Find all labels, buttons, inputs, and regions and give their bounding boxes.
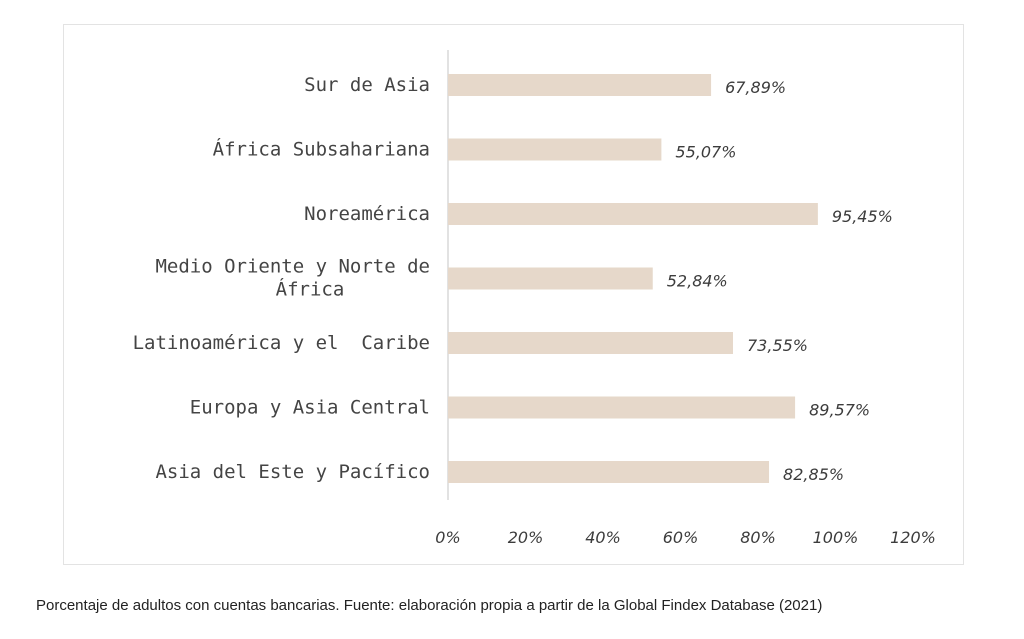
category-label: Latinoamérica y el Caribe [133, 332, 430, 354]
bar [448, 138, 662, 161]
x-tick-label: 0% [435, 528, 460, 547]
x-tick-label: 120% [890, 528, 936, 547]
x-tick-label: 20% [508, 528, 544, 547]
data-label: 67,89% [725, 78, 786, 97]
figure-caption: Porcentaje de adultos con cuentas bancar… [36, 597, 823, 614]
category-label: Asia del Este y Pacífico [155, 461, 430, 483]
data-label: 95,45% [832, 207, 893, 226]
bar [448, 74, 712, 96]
x-tick-label: 60% [663, 528, 699, 547]
bar [448, 396, 796, 419]
bar [448, 461, 770, 483]
bar [448, 267, 653, 290]
data-label: 89,57% [809, 401, 870, 420]
data-label: 52,84% [667, 272, 728, 291]
data-label: 55,07% [675, 143, 736, 162]
category-label: África Subsahariana [213, 138, 430, 161]
x-tick-label: 80% [740, 528, 776, 547]
bar [448, 203, 818, 225]
category-label: Noreamérica [304, 203, 430, 225]
category-label: Europa y Asia Central [190, 397, 430, 419]
x-tick-label: 100% [813, 528, 859, 547]
data-label: 82,85% [783, 465, 844, 484]
data-label: 73,55% [747, 336, 808, 355]
bar-chart: Sur de Asia 67,89% África Subsahariana 55,0… [133, 50, 936, 547]
chart-frame: Sur de Asia 67,89% África Subsahariana 55,0… [63, 24, 964, 565]
x-tick-label: 40% [585, 528, 621, 547]
bar [448, 332, 734, 354]
category-label: Sur de Asia [304, 74, 430, 96]
category-label: Medio Oriente y Norte de África [155, 256, 430, 301]
